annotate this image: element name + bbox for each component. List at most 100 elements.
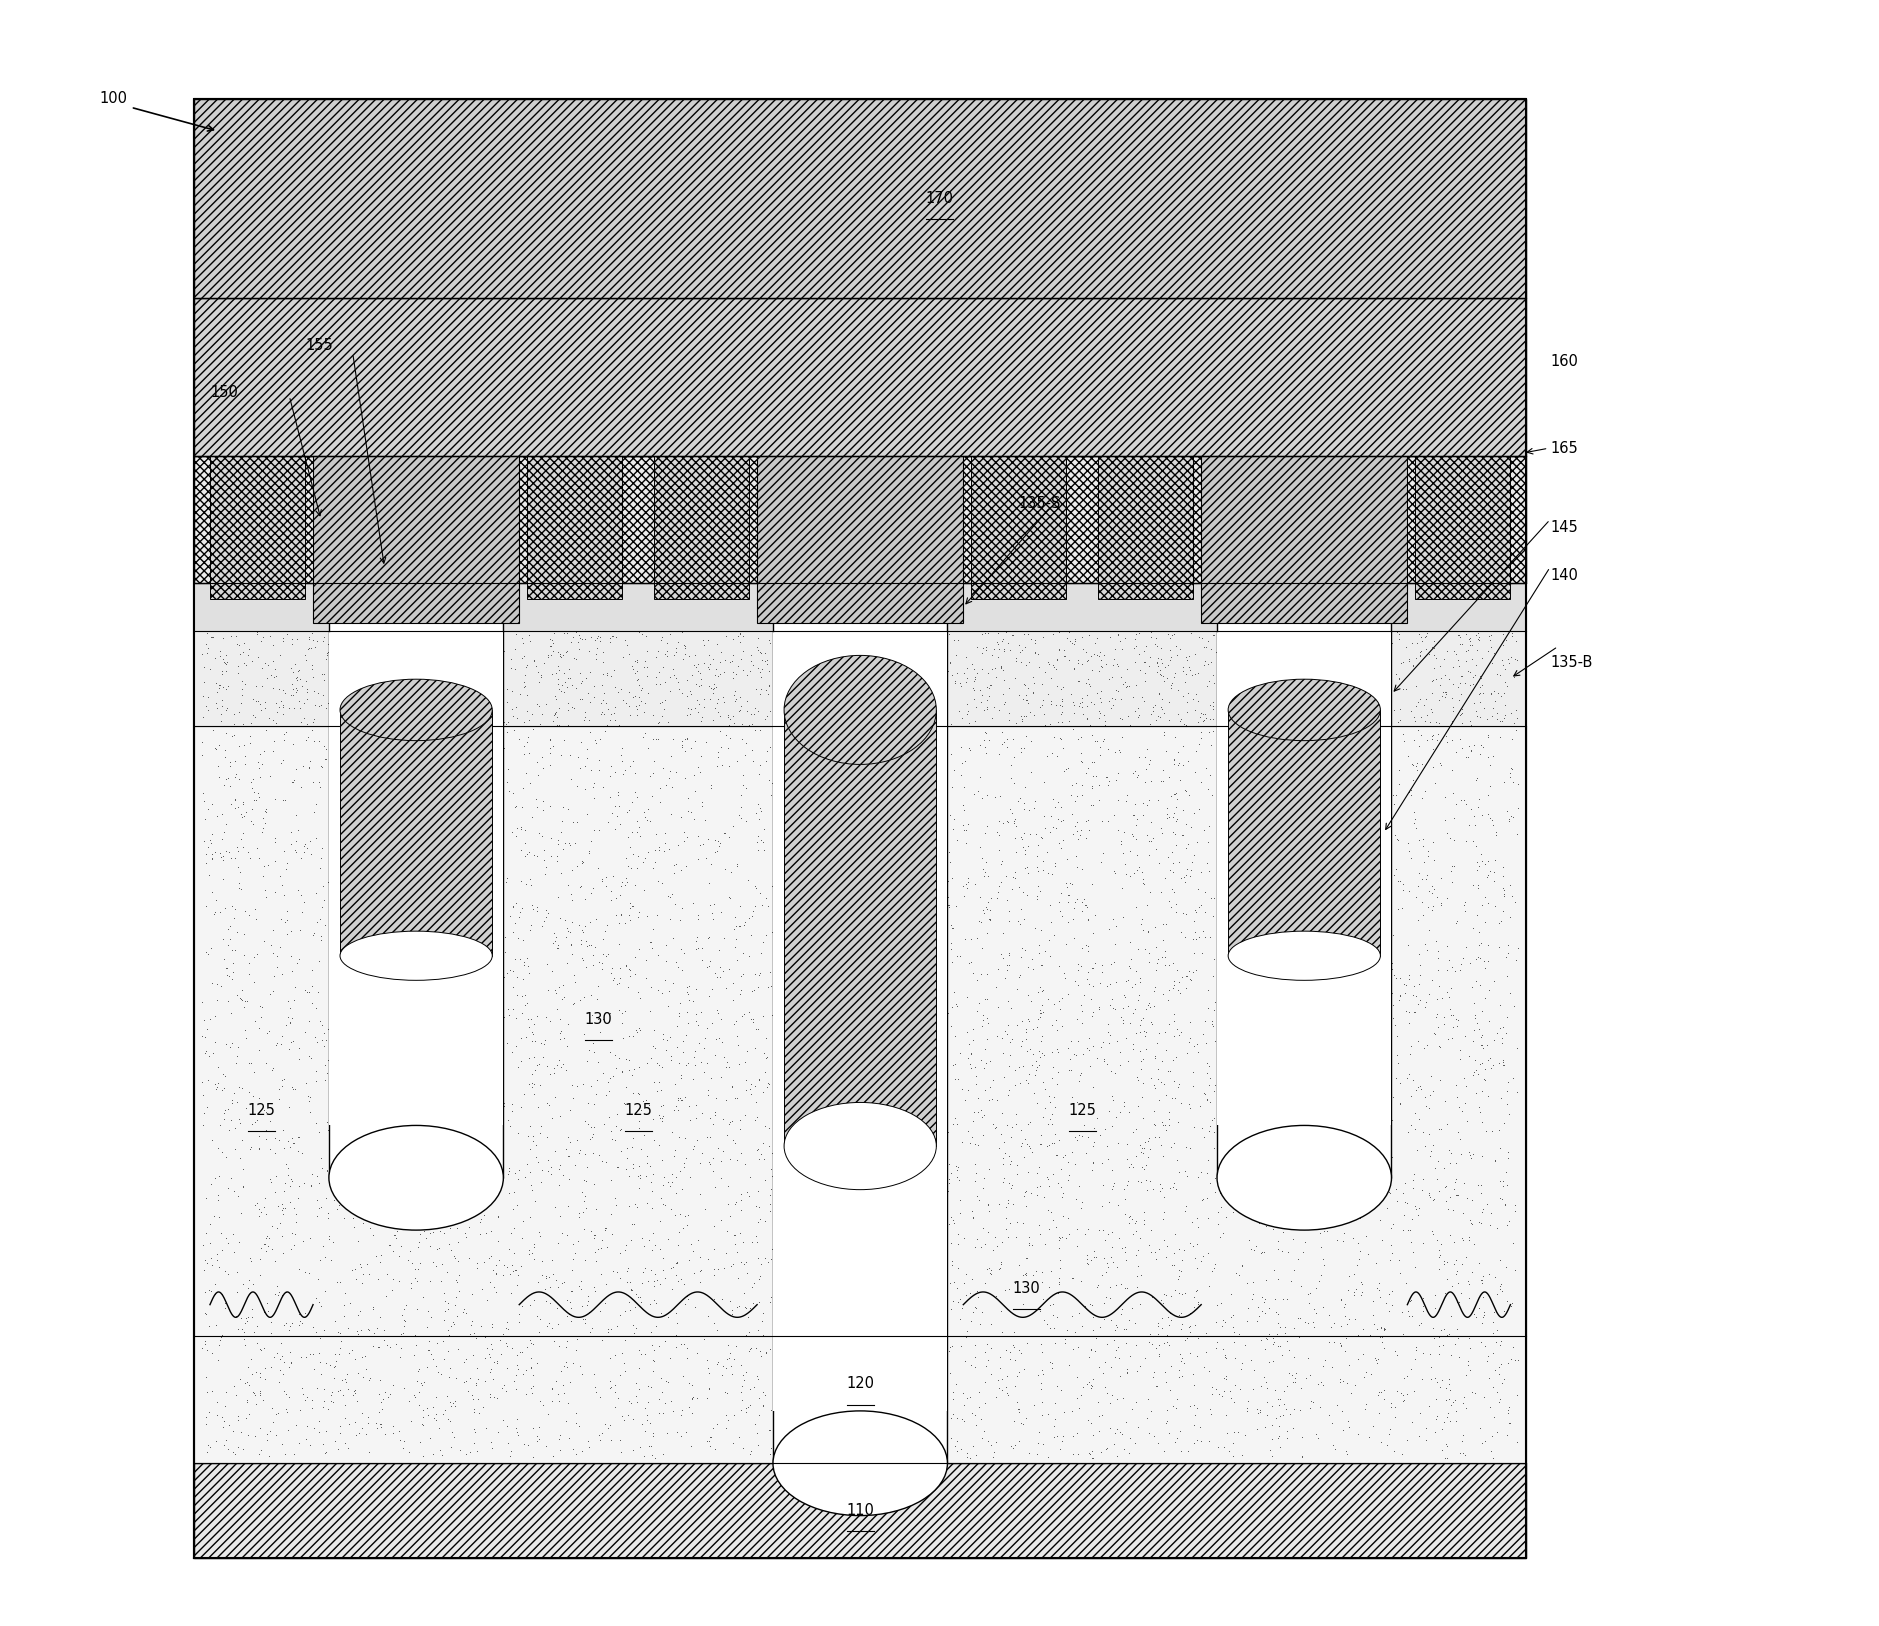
Point (443, 1337, 474, 1363)
Point (1107, 1421, 1137, 1447)
Point (990, 1140, 1020, 1166)
Point (712, 1332, 742, 1358)
Point (1047, 1377, 1077, 1403)
Point (380, 976, 410, 1002)
Point (1280, 1343, 1310, 1369)
Point (1103, 1345, 1133, 1371)
Point (774, 649, 804, 675)
Point (1077, 954, 1107, 980)
Point (415, 1112, 445, 1138)
Point (462, 652, 492, 678)
Point (767, 621, 797, 647)
Point (1298, 901, 1328, 927)
Point (361, 927, 391, 953)
Point (1336, 1093, 1366, 1119)
Point (489, 1091, 519, 1117)
Point (451, 1220, 481, 1246)
Point (759, 930, 789, 956)
Point (1492, 1172, 1522, 1198)
Point (1101, 767, 1131, 793)
Point (1154, 1057, 1184, 1083)
Point (725, 964, 755, 990)
Point (319, 1166, 349, 1192)
Point (607, 1439, 637, 1465)
Point (596, 1065, 626, 1091)
Point (1325, 1190, 1355, 1216)
Point (1157, 976, 1188, 1002)
Point (543, 1311, 573, 1337)
Point (1272, 699, 1302, 725)
Point (357, 1296, 387, 1322)
Point (1372, 756, 1402, 782)
Point (729, 741, 759, 767)
Point (1182, 1343, 1212, 1369)
Point (919, 698, 949, 724)
Point (1449, 670, 1479, 696)
Point (1424, 688, 1454, 714)
Point (396, 633, 427, 659)
Point (1163, 1109, 1193, 1135)
Point (913, 1036, 943, 1062)
Point (1180, 919, 1210, 945)
Point (956, 950, 986, 976)
Point (733, 688, 763, 714)
Point (526, 665, 556, 691)
Point (654, 665, 684, 691)
Point (1340, 1306, 1370, 1332)
Point (1400, 1333, 1430, 1359)
Point (551, 1408, 581, 1434)
Point (891, 649, 921, 675)
Point (1171, 660, 1201, 686)
Point (787, 1101, 817, 1127)
Point (973, 1220, 1003, 1246)
Point (252, 885, 282, 911)
Point (966, 1234, 996, 1260)
Point (1203, 753, 1233, 779)
Point (971, 849, 1002, 875)
Point (438, 701, 468, 727)
Point (793, 621, 823, 647)
Point (1197, 732, 1227, 758)
Point (517, 803, 547, 829)
Point (1011, 1246, 1041, 1272)
Point (707, 1361, 737, 1387)
Point (847, 902, 877, 928)
Point (1340, 711, 1370, 737)
Point (930, 1301, 960, 1327)
Point (197, 1377, 227, 1403)
Point (1306, 1124, 1336, 1150)
Point (417, 667, 447, 693)
Point (515, 628, 545, 654)
Point (1094, 915, 1124, 941)
Point (1045, 953, 1075, 979)
Point (776, 1252, 806, 1278)
Point (190, 1403, 220, 1429)
Point (1174, 1393, 1204, 1419)
Point (1112, 782, 1142, 808)
Point (958, 780, 988, 806)
Point (928, 790, 958, 816)
Point (1304, 735, 1334, 761)
Point (1075, 1291, 1105, 1317)
Point (840, 1093, 870, 1119)
Point (517, 1062, 547, 1088)
Point (1479, 1026, 1509, 1052)
Point (1060, 842, 1090, 868)
Point (1030, 815, 1060, 841)
Point (658, 1254, 688, 1280)
Point (1163, 1073, 1193, 1099)
Point (1460, 1304, 1490, 1330)
Point (1484, 1185, 1514, 1211)
Point (1477, 811, 1507, 837)
Point (530, 1276, 560, 1302)
Point (207, 1322, 237, 1348)
Point (746, 828, 776, 854)
Point (1445, 688, 1475, 714)
Point (1445, 624, 1475, 650)
Point (902, 860, 932, 886)
Point (1343, 1036, 1374, 1062)
Point (1152, 1410, 1182, 1436)
Point (1268, 1286, 1298, 1312)
Point (1005, 1117, 1035, 1143)
Point (385, 654, 415, 680)
